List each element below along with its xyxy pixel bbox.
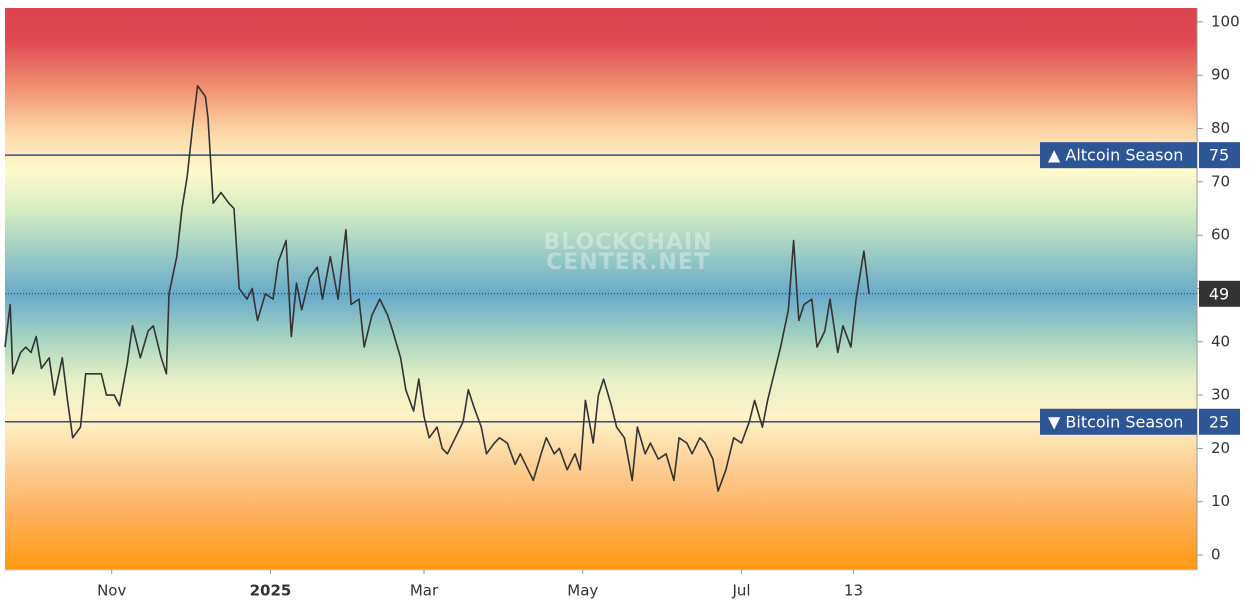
last-value-box — [1199, 280, 1240, 307]
watermark: CENTER.NET — [546, 250, 710, 275]
reference-value-box — [1199, 408, 1240, 435]
reference-value-box — [1199, 142, 1240, 169]
data-line — [4, 85, 870, 492]
watermark: BLOCKCHAIN — [543, 230, 712, 255]
y-tick-label: 90 — [1211, 66, 1230, 84]
y-tick-label: 10 — [1211, 492, 1230, 510]
plot-background — [5, 8, 1197, 570]
y-tick-label: 20 — [1211, 439, 1230, 457]
x-tick-label: 2025 — [250, 582, 292, 600]
reference-value: 75 — [1209, 146, 1229, 165]
x-tick-label: Jul — [731, 582, 750, 600]
y-tick-label: 80 — [1211, 119, 1230, 137]
y-tick-label: 30 — [1211, 386, 1230, 404]
reference-label: ▲ Altcoin Season — [1048, 146, 1183, 165]
reference-label-box — [1040, 408, 1197, 435]
reference-label: ▼ Bitcoin Season — [1048, 412, 1183, 431]
y-tick-label: 60 — [1211, 226, 1230, 244]
last-value-label: 49 — [1209, 284, 1229, 303]
x-tick-label: Nov — [97, 582, 126, 600]
x-tick-label: Mar — [410, 582, 439, 600]
y-tick-label: 100 — [1211, 12, 1240, 30]
x-tick-label: 13 — [844, 582, 863, 600]
x-tick-label: May — [567, 582, 598, 600]
y-tick-label: 40 — [1211, 332, 1230, 350]
y-tick-label: 70 — [1211, 172, 1230, 190]
y-tick-label: 0 — [1211, 546, 1221, 564]
reference-value: 25 — [1209, 412, 1229, 431]
reference-label-box — [1040, 142, 1197, 169]
